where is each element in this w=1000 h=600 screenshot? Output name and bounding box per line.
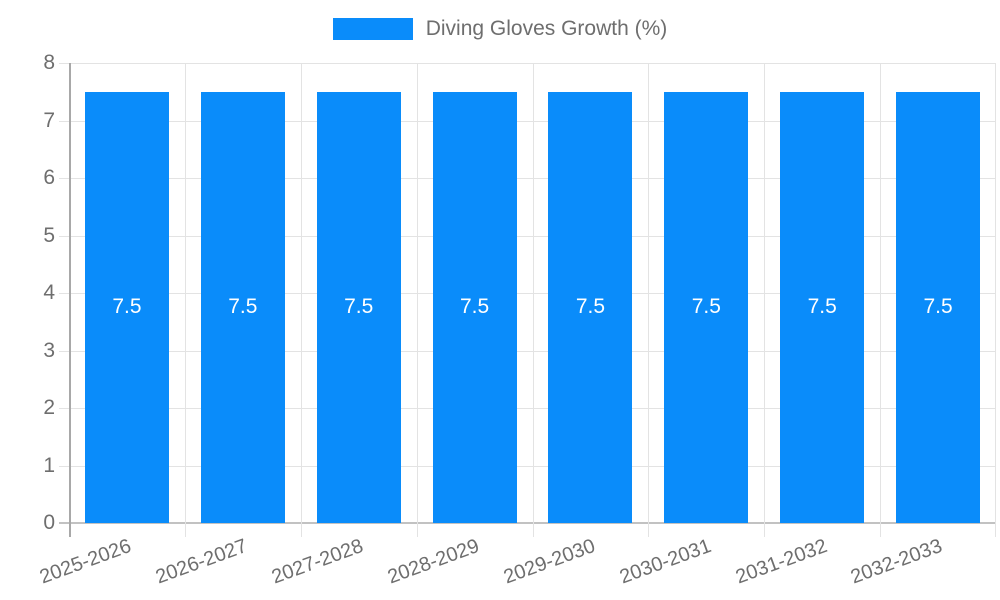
x-tick-label: 2032-2033 bbox=[848, 535, 946, 589]
y-tick-label: 1 bbox=[43, 453, 55, 477]
legend[interactable]: Diving Gloves Growth (%) bbox=[0, 18, 1000, 40]
x-tick-label: 2029-2030 bbox=[500, 535, 598, 589]
x-tick-label: 2030-2031 bbox=[616, 535, 714, 589]
x-tick-label: 2027-2028 bbox=[268, 535, 367, 589]
bar-value-label: 7.5 bbox=[228, 295, 258, 319]
x-tick-label: 2026-2027 bbox=[152, 535, 251, 589]
plot-area: 7.5 7.5 7.5 7.5 7.5 7.5 7.5 7.5 bbox=[59, 63, 996, 537]
y-axis: 0 1 2 3 4 5 6 7 8 bbox=[0, 51, 55, 534]
bar-value-label: 7.5 bbox=[575, 295, 606, 319]
bar-slot: 7.5 bbox=[69, 63, 185, 523]
y-gridline bbox=[59, 120, 996, 122]
y-axis-line bbox=[69, 63, 71, 537]
x-gridline bbox=[416, 63, 418, 537]
bars-layer: 7.5 7.5 7.5 7.5 7.5 7.5 7.5 7.5 bbox=[69, 63, 996, 523]
y-tick-label: 5 bbox=[43, 223, 55, 247]
bar-slot: 7.5 bbox=[533, 63, 649, 523]
y-tick-label: 3 bbox=[43, 338, 55, 362]
x-tick-label: 2025-2026 bbox=[37, 535, 135, 589]
bar-slot: 7.5 bbox=[417, 63, 533, 523]
bar-2025-2026[interactable]: 7.5 bbox=[84, 91, 169, 523]
y-tick-label: 7 bbox=[43, 108, 55, 132]
x-gridline bbox=[764, 63, 766, 537]
x-gridline bbox=[648, 63, 650, 537]
bar-slot: 7.5 bbox=[764, 63, 880, 523]
x-gridline bbox=[995, 63, 996, 537]
bar-2029-2030[interactable]: 7.5 bbox=[548, 91, 633, 523]
y-gridline bbox=[59, 350, 996, 352]
legend-swatch[interactable] bbox=[332, 18, 413, 40]
x-gridline bbox=[184, 63, 186, 537]
bar-2028-2029[interactable]: 7.5 bbox=[432, 91, 517, 523]
bar-2026-2027[interactable]: 7.5 bbox=[200, 91, 285, 523]
x-axis: 2025-2026 2026-2027 2027-2028 2028-2029 2029… bbox=[37, 523, 996, 600]
y-tick-label: 4 bbox=[43, 281, 55, 304]
x-tick-label: 2028-2029 bbox=[384, 535, 483, 589]
x-gridline bbox=[532, 63, 534, 537]
y-gridline bbox=[59, 235, 996, 237]
x-tick-label: 2031-2032 bbox=[732, 535, 830, 589]
bar-slot: 7.5 bbox=[648, 63, 764, 523]
x-gridline bbox=[300, 63, 302, 537]
bar-2027-2028[interactable]: 7.5 bbox=[316, 91, 401, 523]
y-gridline bbox=[59, 465, 996, 467]
y-gridline bbox=[59, 178, 996, 179]
y-tick-label: 0 bbox=[43, 511, 55, 534]
y-gridline bbox=[59, 408, 996, 409]
bar-slot: 7.5 bbox=[301, 63, 417, 523]
bar-value-label: 7.5 bbox=[807, 295, 837, 319]
bar-slot: 7.5 bbox=[185, 63, 301, 523]
y-tick-label: 8 bbox=[43, 51, 55, 74]
bar-slot: 7.5 bbox=[880, 63, 996, 523]
bar-value-label: 7.5 bbox=[112, 295, 142, 319]
bar-2030-2031[interactable]: 7.5 bbox=[664, 91, 749, 523]
legend-label[interactable]: Diving Gloves Growth (%) bbox=[425, 17, 668, 40]
y-tick-label: 2 bbox=[43, 396, 55, 419]
bar-2032-2033[interactable]: 7.5 bbox=[896, 91, 981, 523]
y-gridline bbox=[59, 63, 996, 64]
y-tick-label: 6 bbox=[43, 166, 55, 189]
bar-value-label: 7.5 bbox=[923, 295, 953, 319]
x-gridline bbox=[880, 63, 882, 537]
y-gridline bbox=[59, 293, 996, 294]
bar-value-label: 7.5 bbox=[344, 295, 374, 319]
bar-2031-2032[interactable]: 7.5 bbox=[780, 91, 865, 523]
bar-value-label: 7.5 bbox=[459, 295, 490, 319]
bar-value-label: 7.5 bbox=[691, 295, 721, 319]
x-axis-baseline bbox=[59, 522, 996, 524]
